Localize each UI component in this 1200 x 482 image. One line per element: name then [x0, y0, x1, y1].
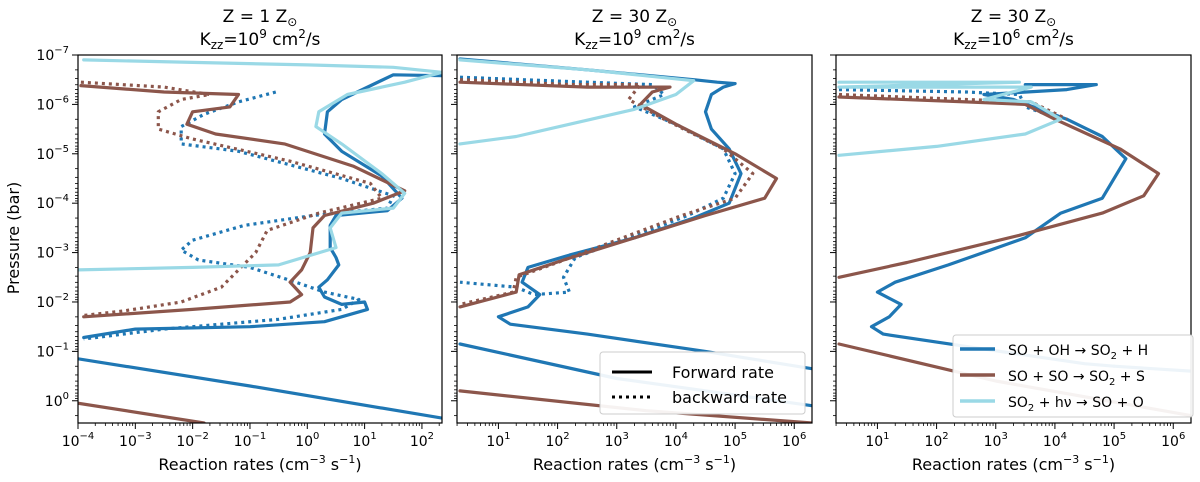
x-tick-label: 103	[984, 431, 1008, 450]
x-tick-label: 101	[865, 431, 889, 450]
x-tick-label: 102	[410, 431, 434, 450]
series-oh-dotted-2	[459, 75, 737, 297]
panel-2-title-metallicity: Z = 30 Z⊙	[592, 7, 677, 29]
series-oh-dotted-2	[838, 88, 1062, 121]
reaction-legend: SO + OH → SO2 + H SO + SO → SO2 + S SO2 …	[952, 334, 1194, 418]
panel-2-title-kzz: Kzz=109 cm2/s	[574, 27, 695, 52]
series-so-dotted-4	[459, 78, 755, 306]
x-tick-label: 104	[664, 431, 688, 450]
panel-1-series	[78, 58, 442, 423]
x-tick-label: 10−2	[176, 431, 209, 450]
series-so-solid-3	[837, 95, 1161, 279]
panel-3-title-metallicity: Z = 30 Z⊙	[971, 7, 1056, 29]
panel-3-x-axis-label: Reaction rates (cm−3 s−1)	[912, 453, 1115, 474]
x-tick-label: 105	[1102, 431, 1126, 450]
series-oh-solid-1	[458, 57, 812, 371]
x-tick-label: 101	[486, 431, 510, 450]
panel-3-title-kzz: Kzz=106 cm2/s	[953, 27, 1074, 52]
x-tick-label: 106	[1161, 431, 1185, 450]
y-tick-label: 100	[45, 391, 69, 410]
series-hv-solid-5	[458, 58, 696, 146]
hv-reaction-label: SO2 + hν → SO + O	[1008, 395, 1144, 414]
series-hv-solid-5	[78, 58, 442, 272]
backward-rate-label: backward rate	[672, 388, 787, 407]
line-style-legend: Forward rate backward rate	[599, 351, 806, 415]
x-tick-label: 100	[295, 431, 319, 450]
x-tick-label: 101	[353, 431, 377, 450]
series-so-solid-7	[78, 401, 206, 423]
x-tick-label: 103	[605, 431, 629, 450]
series-oh-solid-1	[82, 73, 442, 340]
y-tick-label: 10−3	[36, 243, 69, 262]
panel-2-x-axis-label: Reaction rates (cm−3 s−1)	[533, 453, 736, 474]
panel-1-x-axis-label: Reaction rates (cm−3 s−1)	[158, 453, 361, 474]
y-axis-label: Pressure (bar)	[4, 182, 23, 294]
reaction-legend-frame	[952, 334, 1194, 418]
forward-rate-label: Forward rate	[672, 363, 774, 382]
series-oh-solid-6	[78, 357, 442, 420]
y-tick-label: 10−6	[36, 94, 69, 113]
series-so-dotted-4	[80, 80, 384, 318]
panel-1: Z = 1 Z⊙Kzz=109 cm2/s 10−4 10−3 10−2 10−1 100…	[36, 7, 443, 474]
series-hv-solid-5	[837, 80, 1063, 157]
panel-1-frame	[77, 54, 443, 424]
series-oh-solid-1	[869, 83, 1128, 368]
panel-1-title-kzz: Kzz=109 cm2/s	[200, 27, 321, 52]
series-so-solid-3	[458, 80, 779, 309]
x-tick-label: 102	[924, 431, 948, 450]
line-style-legend-frame	[599, 351, 806, 415]
x-tick-label: 10−4	[62, 431, 95, 450]
y-tick-label: 10−5	[36, 144, 69, 163]
x-tick-label: 104	[1043, 431, 1067, 450]
series-so-solid-3	[79, 84, 407, 319]
x-tick-label: 10−1	[234, 431, 267, 450]
oh-reaction-label: SO + OH → SO2 + H	[1008, 343, 1148, 362]
y-tick-label: 10−7	[36, 45, 69, 64]
y-tick-label: 10−2	[36, 292, 69, 311]
x-tick-label: 105	[723, 431, 747, 450]
x-tick-label: 102	[545, 431, 569, 450]
x-tick-label: 10−3	[119, 431, 152, 450]
y-tick-label: 10−4	[36, 193, 69, 212]
y-tick-label: 10−1	[36, 341, 69, 360]
panel-1-title-metallicity: Z = 1 Z⊙	[223, 7, 298, 29]
so-reaction-label: SO + SO → SO2 + S	[1008, 369, 1145, 388]
x-tick-label: 106	[782, 431, 806, 450]
panel-3: Z = 30 Z⊙Kzz=106 cm2/s 101 102 103 104 105 106…	[830, 7, 1192, 474]
